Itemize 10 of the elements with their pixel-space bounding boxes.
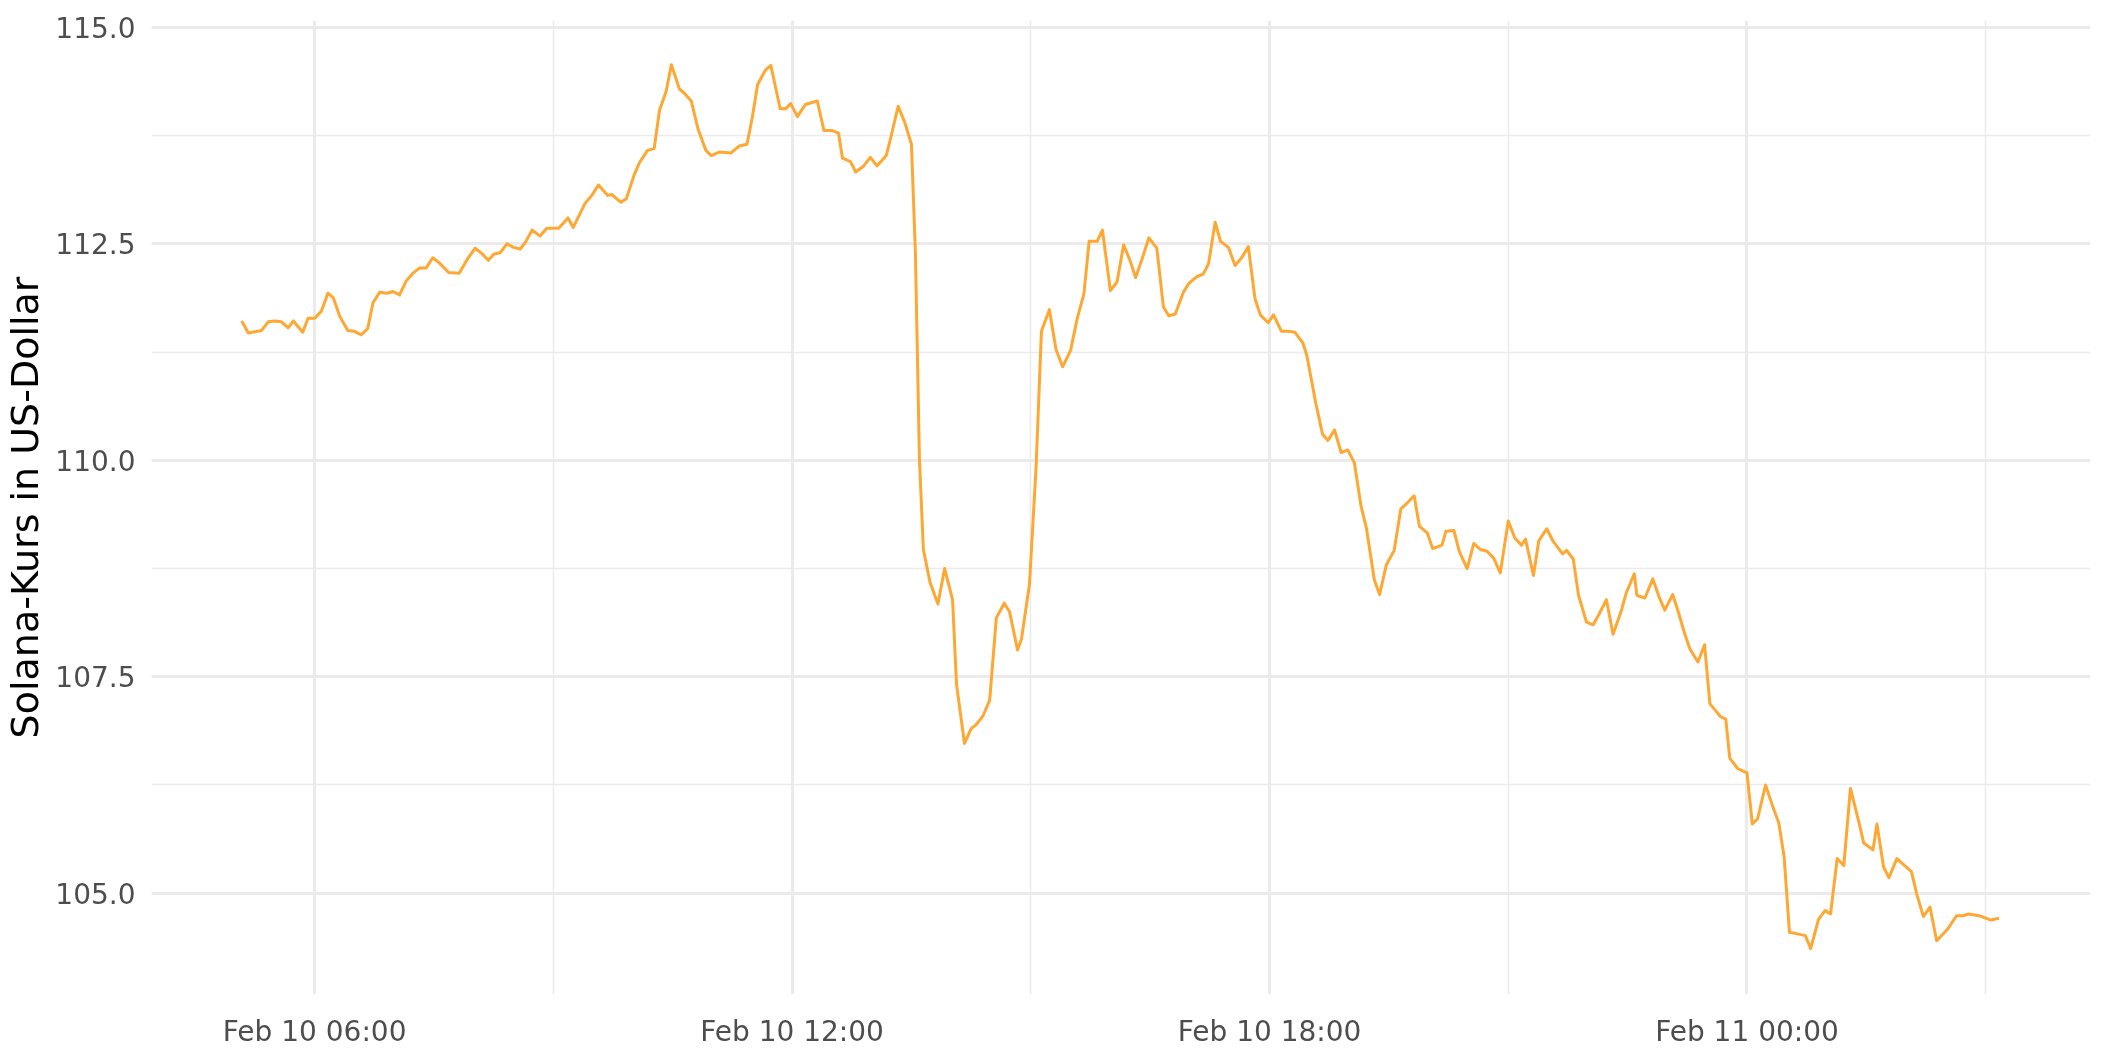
y-tick-label: 112.5 [55, 228, 136, 262]
x-tick-label: Feb 11 00:00 [1655, 1014, 1839, 1048]
x-tick-label: Feb 10 18:00 [1177, 1014, 1362, 1048]
y-axis-title: Solana-Kurs in US-Dollar [3, 276, 48, 739]
y-tick-label: 110.0 [55, 444, 136, 478]
y-tick-label: 107.5 [55, 661, 136, 695]
x-tick-label: Feb 10 12:00 [700, 1014, 884, 1048]
x-tick-label: Feb 10 06:00 [222, 1014, 407, 1048]
y-tick-label: 105.0 [55, 877, 136, 911]
y-tick-label: 115.0 [55, 11, 136, 45]
